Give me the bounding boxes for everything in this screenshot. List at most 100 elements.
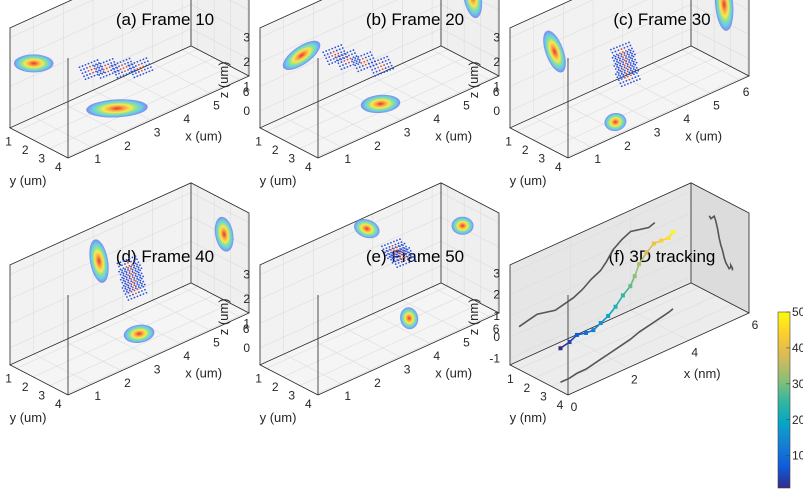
point-cloud-dot xyxy=(380,65,383,68)
point-cloud-dot xyxy=(81,72,84,75)
y-axis-label: y (um) xyxy=(10,173,47,188)
point-cloud-dot xyxy=(136,277,139,280)
point-cloud-dot xyxy=(399,257,402,260)
point-cloud-dot xyxy=(616,65,618,68)
point-cloud-dot xyxy=(99,69,102,72)
point-cloud-dot xyxy=(620,72,623,75)
point-cloud-dot xyxy=(414,259,417,261)
point-cloud-dot xyxy=(137,273,140,276)
point-cloud-dot xyxy=(143,61,146,64)
x-tick-label: 4 xyxy=(183,112,190,126)
point-cloud-dot xyxy=(352,63,355,66)
x-tick-label: 6 xyxy=(493,322,500,336)
point-cloud-dot xyxy=(346,65,349,68)
point-cloud-dot xyxy=(128,264,131,267)
point-cloud-dot xyxy=(622,73,625,76)
point-cloud-dot xyxy=(623,52,626,54)
point-cloud-dot xyxy=(133,62,136,64)
back-pane xyxy=(260,182,441,365)
point-cloud-dot xyxy=(137,278,140,281)
point-cloud-dot xyxy=(632,50,635,53)
point-cloud-dot xyxy=(133,259,135,262)
point-cloud-dot xyxy=(132,293,134,296)
point-cloud-dot xyxy=(390,258,392,261)
xy-projection xyxy=(86,99,148,118)
point-cloud-dot xyxy=(136,288,139,291)
point-cloud-dot xyxy=(399,248,401,250)
point-cloud-dot xyxy=(136,68,139,70)
point-cloud-dot xyxy=(628,78,631,81)
point-cloud-dot xyxy=(95,68,98,70)
point-cloud-dot xyxy=(626,52,629,55)
z-tick-label: 3 xyxy=(493,266,500,280)
point-cloud-dot xyxy=(634,58,636,61)
point-cloud-dot xyxy=(92,71,94,74)
point-cloud-dot xyxy=(93,65,96,67)
point-cloud-dot xyxy=(391,261,394,264)
point-cloud-dot xyxy=(131,276,134,278)
point-cloud-dot xyxy=(405,255,408,258)
point-cloud-dot xyxy=(405,245,407,248)
point-cloud-dot xyxy=(396,251,399,254)
y-tick-label: 3 xyxy=(288,389,295,403)
side-pane xyxy=(441,0,499,76)
point-cloud-dot xyxy=(620,70,623,73)
point-cloud-dot xyxy=(391,252,394,254)
z-axis-label: z (um) xyxy=(216,61,231,98)
point-cloud-dot xyxy=(335,49,338,52)
point-cloud-dot xyxy=(358,59,361,61)
point-cloud-dot xyxy=(118,65,120,68)
point-cloud-dot xyxy=(90,68,93,71)
x-tick-label: 1 xyxy=(94,152,101,166)
point-cloud-dot xyxy=(139,59,142,62)
point-cloud-dot xyxy=(96,66,99,69)
point-cloud-dot xyxy=(121,276,124,279)
point-cloud-dot xyxy=(116,76,119,79)
point-cloud-dot xyxy=(388,248,391,251)
x-tick-label: 5 xyxy=(463,335,470,349)
point-cloud-dot xyxy=(393,253,396,255)
point-cloud-dot xyxy=(142,293,145,295)
point-cloud-dot xyxy=(622,81,625,83)
z-axis-label: z (um) xyxy=(466,61,481,98)
point-cloud-dot xyxy=(354,52,356,54)
z-tick-label: 2 xyxy=(493,55,500,69)
point-cloud-dot xyxy=(402,256,405,259)
point-cloud-dot xyxy=(139,287,142,289)
x-tick-label: 1 xyxy=(594,152,601,166)
point-cloud-dot xyxy=(408,254,411,257)
point-cloud-dot xyxy=(616,53,618,56)
y-tick-label: 4 xyxy=(555,160,562,174)
point-cloud-dot xyxy=(623,69,626,72)
point-cloud-dot xyxy=(341,47,344,49)
point-cloud-dot xyxy=(125,273,128,276)
xy-projection xyxy=(123,324,155,343)
point-cloud-dot xyxy=(136,281,139,283)
point-cloud-dot xyxy=(124,263,126,265)
point-cloud-dot xyxy=(385,247,388,250)
point-cloud-dot xyxy=(119,261,122,264)
point-cloud-dot xyxy=(346,58,349,61)
point-cloud-dot xyxy=(139,274,142,277)
point-cloud-dot xyxy=(623,76,626,79)
point-cloud-dot xyxy=(374,74,377,77)
point-cloud-dot xyxy=(118,72,120,75)
point-cloud-dot xyxy=(394,260,397,263)
point-cloud-dot xyxy=(382,248,385,251)
point-cloud-dot xyxy=(122,67,125,70)
trajectory-point xyxy=(666,235,671,240)
trajectory-point xyxy=(628,284,633,289)
point-cloud-dot xyxy=(133,289,136,292)
point-cloud-dot xyxy=(136,258,138,261)
point-cloud-dot xyxy=(322,51,325,54)
point-cloud-dot xyxy=(146,60,149,63)
point-cloud-dot xyxy=(355,55,358,57)
point-cloud-dot xyxy=(142,275,145,278)
trajectory-back-projection xyxy=(518,222,656,328)
point-cloud-dot xyxy=(357,63,360,66)
point-cloud-dot xyxy=(394,256,397,258)
point-cloud-dot xyxy=(110,64,113,67)
z-tick-label: 3 xyxy=(243,268,250,282)
point-cloud-dot xyxy=(121,281,124,284)
y-tick-label: 2 xyxy=(22,380,29,394)
